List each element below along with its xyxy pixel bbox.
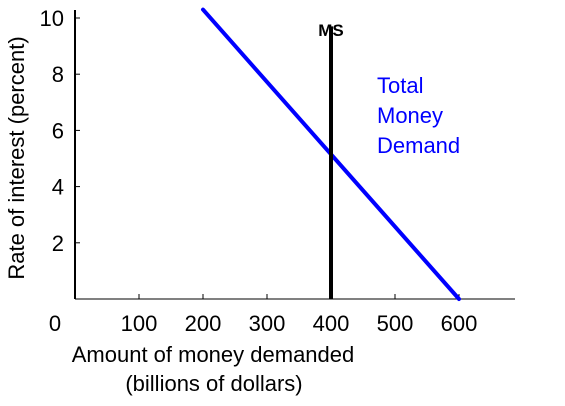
x-axis-label-line2: (billions of dollars) <box>125 371 302 396</box>
x-tick-label: 300 <box>249 311 286 336</box>
series-layer: Total Money Demand MS <box>201 7 461 301</box>
money-demand-label: Money <box>377 103 443 128</box>
money-supply-label: MS <box>318 21 344 40</box>
y-tick-label: 4 <box>52 175 64 200</box>
y-axis-label: Rate of interest (percent) <box>4 36 29 279</box>
x-tick-label: 400 <box>313 311 350 336</box>
x-tick-label: 500 <box>377 311 414 336</box>
money-demand-label: Demand <box>377 133 460 158</box>
x-tick-label: 100 <box>121 311 158 336</box>
x-tick-label: 600 <box>441 311 478 336</box>
x-tick-label: 200 <box>185 311 222 336</box>
x-tick-group: 0 100 200 300 400 500 600 <box>49 294 477 336</box>
x-tick-label: 0 <box>49 311 61 336</box>
y-tick-label: 2 <box>52 231 64 256</box>
y-tick-label: 8 <box>52 62 64 87</box>
y-tick-label: 10 <box>40 6 64 31</box>
x-axis-label: Amount of money demanded <box>72 342 355 367</box>
y-tick-label: 6 <box>52 118 64 143</box>
y-tick-group: 2 4 6 8 10 <box>40 6 80 256</box>
money-demand-label: Total <box>377 73 423 98</box>
axes <box>74 10 515 300</box>
